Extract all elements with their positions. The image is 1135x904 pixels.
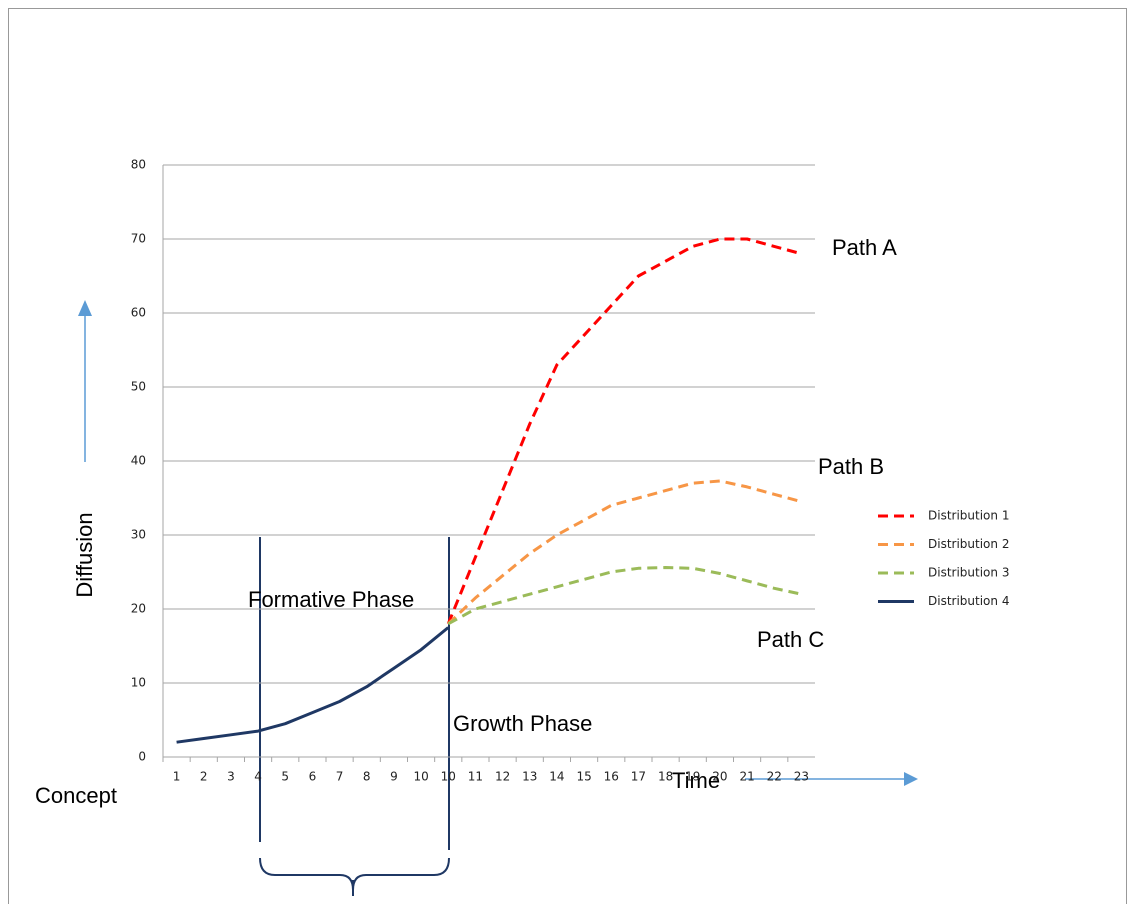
x-tick-label: 13 bbox=[522, 770, 537, 784]
x-tick-label: 8 bbox=[363, 770, 371, 784]
series-line bbox=[447, 566, 802, 626]
x-tick-label: 10 bbox=[441, 770, 456, 784]
legend-label: Distribution 2 bbox=[928, 537, 1009, 551]
annotation: Path C bbox=[757, 627, 824, 652]
x-tick-label: 14 bbox=[549, 770, 564, 784]
x-tick-label: 23 bbox=[794, 770, 809, 784]
x-tick-label: 19 bbox=[685, 770, 700, 784]
x-tick-label: 7 bbox=[336, 770, 344, 784]
y-tick-label: 80 bbox=[131, 158, 146, 172]
x-tick-label: 12 bbox=[495, 770, 510, 784]
y-tick-label: 40 bbox=[131, 454, 146, 468]
annotation: Growth Phase bbox=[453, 711, 592, 736]
x-tick-label: 5 bbox=[281, 770, 289, 784]
x-tick-label: 4 bbox=[254, 770, 262, 784]
legend-label: Distribution 4 bbox=[928, 594, 1009, 608]
annotation: Concept bbox=[35, 783, 117, 808]
x-tick-label: 10 bbox=[413, 770, 428, 784]
up-arrow-head bbox=[78, 300, 92, 316]
y-tick-label: 30 bbox=[131, 528, 146, 542]
y-tick-label: 20 bbox=[131, 602, 146, 616]
time-arrow-head bbox=[904, 772, 918, 786]
y-tick-label: 50 bbox=[131, 380, 146, 394]
y-tick-label: 60 bbox=[131, 306, 146, 320]
y-axis-label: Diffusion bbox=[72, 512, 97, 597]
x-tick-label: 3 bbox=[227, 770, 235, 784]
x-axis-label: Time bbox=[672, 768, 720, 793]
y-tick-label: 70 bbox=[131, 232, 146, 246]
frame bbox=[8, 8, 1127, 904]
x-tick-label: 9 bbox=[390, 770, 398, 784]
annotation: Path A bbox=[832, 235, 897, 260]
annotation: Path B bbox=[818, 454, 884, 479]
x-tick-label: 2 bbox=[200, 770, 208, 784]
x-tick-label: 17 bbox=[631, 770, 646, 784]
bracket bbox=[259, 857, 450, 891]
x-tick-label: 11 bbox=[468, 770, 483, 784]
legend-label: Distribution 1 bbox=[928, 509, 1009, 523]
annotation: Formative Phase bbox=[248, 587, 414, 612]
x-tick-label: 22 bbox=[767, 770, 782, 784]
x-tick-label: 1 bbox=[173, 770, 181, 784]
series-line bbox=[446, 237, 802, 625]
x-tick-label: 16 bbox=[604, 770, 619, 784]
x-tick-label: 21 bbox=[739, 770, 754, 784]
x-tick-label: 6 bbox=[309, 770, 317, 784]
y-tick-label: 0 bbox=[138, 750, 146, 764]
x-tick-label: 20 bbox=[712, 770, 727, 784]
x-tick-label: 15 bbox=[576, 770, 591, 784]
legend-label: Distribution 3 bbox=[928, 566, 1009, 580]
y-tick-label: 10 bbox=[131, 676, 146, 690]
series-line bbox=[176, 626, 450, 744]
x-tick-label: 18 bbox=[658, 770, 673, 784]
series-line bbox=[447, 479, 802, 625]
